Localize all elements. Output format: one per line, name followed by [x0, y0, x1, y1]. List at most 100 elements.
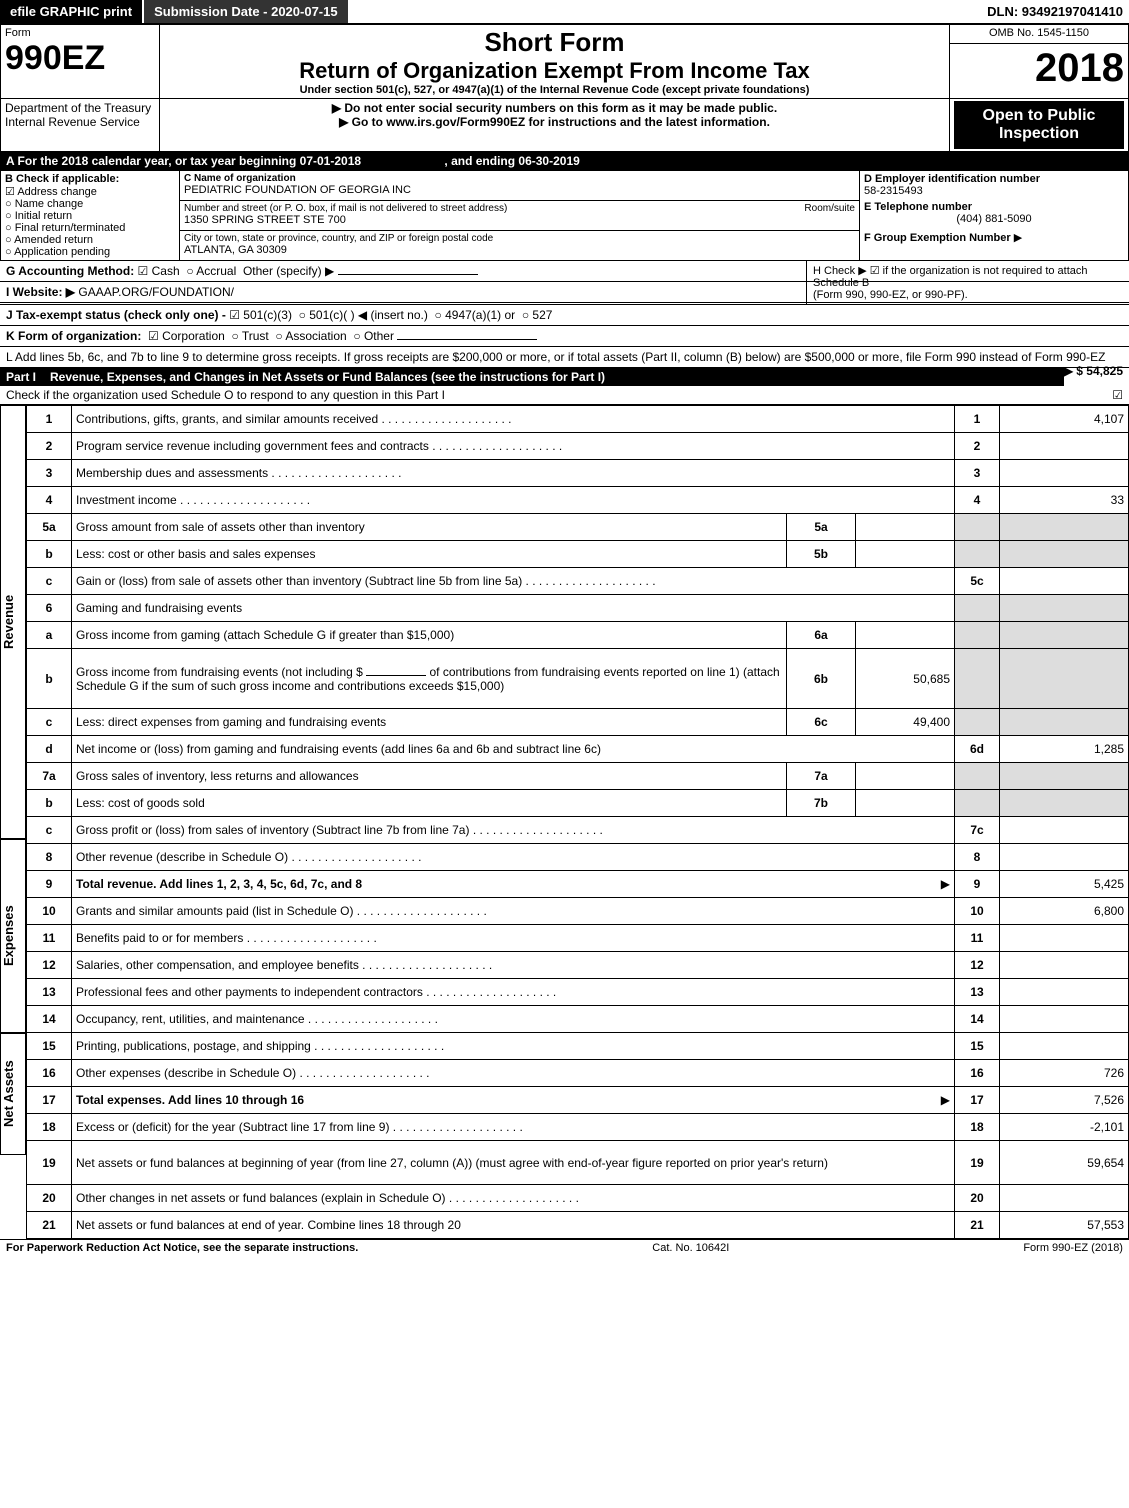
pra-notice: For Paperwork Reduction Act Notice, see …	[6, 1242, 358, 1254]
phone-label: E Telephone number	[864, 201, 1124, 213]
website-link[interactable]: GAAAP.ORG/FOUNDATION/	[78, 285, 234, 299]
amt-6c: 49,400	[856, 709, 955, 736]
line-5c: cGain or (loss) from sale of assets othe…	[27, 568, 1129, 595]
other-specify: Other (specify) ▶	[243, 264, 334, 278]
form-version: Form 990-EZ (2018)	[1023, 1242, 1123, 1254]
chk-accrual[interactable]: Accrual	[186, 264, 236, 278]
group-exemption-label: F Group Exemption Number	[864, 232, 1011, 244]
box-h: H Check ▶ ☑ if the organization is not r…	[806, 261, 1129, 304]
line-17: 17Total expenses. Add lines 10 through 1…	[27, 1087, 1129, 1114]
box-b: B Check if applicable: Address change Na…	[1, 171, 180, 261]
line-5a: 5aGross amount from sale of assets other…	[27, 514, 1129, 541]
line-2: 2Program service revenue including gover…	[27, 433, 1129, 460]
side-net-assets: Net Assets	[0, 1033, 26, 1155]
no-ssn-note: ▶ Do not enter social security numbers o…	[164, 101, 945, 115]
chk-final-return[interactable]: Final return/terminated	[5, 222, 175, 234]
under-section: Under section 501(c), 527, or 4947(a)(1)…	[164, 84, 945, 96]
cat-number: Cat. No. 10642I	[652, 1242, 729, 1254]
form-header: Form 990EZ Short Form Return of Organiza…	[0, 24, 1129, 152]
open-public-badge: Open to Public Inspection	[954, 101, 1124, 149]
line-21: 21Net assets or fund balances at end of …	[27, 1212, 1129, 1239]
dept-treasury: Department of the Treasury	[5, 101, 155, 115]
line-k: K Form of organization: Corporation Trus…	[0, 326, 1129, 347]
6b-contrib-input[interactable]	[366, 675, 426, 676]
city-label: City or town, state or province, country…	[184, 233, 855, 244]
room-label: Room/suite	[804, 203, 855, 214]
chk-501c[interactable]: 501(c)( )	[299, 308, 355, 322]
goto-link[interactable]: ▶ Go to www.irs.gov/Form990EZ for instru…	[164, 115, 945, 129]
chk-trust[interactable]: Trust	[231, 329, 268, 343]
line-19: 19Net assets or fund balances at beginni…	[27, 1141, 1129, 1185]
part-i-check-o: Check if the organization used Schedule …	[0, 386, 1129, 405]
line-10: 10Grants and similar amounts paid (list …	[27, 898, 1129, 925]
line-6d: dNet income or (loss) from gaming and fu…	[27, 736, 1129, 763]
amt-21: 57,553	[1000, 1212, 1129, 1239]
amt-6b: 50,685	[856, 649, 955, 709]
line-6a: aGross income from gaming (attach Schedu…	[27, 622, 1129, 649]
amt-2	[1000, 433, 1129, 460]
line-9: 9Total revenue. Add lines 1, 2, 3, 4, 5c…	[27, 871, 1129, 898]
omb-number: OMB No. 1545-1150	[954, 27, 1124, 39]
amt-9: 5,425	[1000, 871, 1129, 898]
amt-4: 33	[1000, 487, 1129, 514]
line-13: 13Professional fees and other payments t…	[27, 979, 1129, 1006]
other-specify-input[interactable]	[338, 274, 478, 275]
tax-year: 2018	[954, 46, 1124, 91]
amt-3	[1000, 460, 1129, 487]
amt-16: 726	[1000, 1060, 1129, 1087]
line-8: 8Other revenue (describe in Schedule O)8	[27, 844, 1129, 871]
line-7c: cGross profit or (loss) from sales of in…	[27, 817, 1129, 844]
line-14: 14Occupancy, rent, utilities, and mainte…	[27, 1006, 1129, 1033]
dept-irs: Internal Revenue Service	[5, 115, 155, 129]
top-bar: efile GRAPHIC print Submission Date - 20…	[0, 0, 1129, 24]
line-7b: bLess: cost of goods sold7b	[27, 790, 1129, 817]
chk-name-change[interactable]: Name change	[5, 198, 175, 210]
line-11: 11Benefits paid to or for members11	[27, 925, 1129, 952]
form-word: Form	[5, 27, 155, 39]
chk-initial-return[interactable]: Initial return	[5, 210, 175, 222]
form-number: 990EZ	[5, 39, 155, 78]
line-6b: bGross income from fundraising events (n…	[27, 649, 1129, 709]
return-title: Return of Organization Exempt From Incom…	[164, 58, 945, 84]
chk-other-org[interactable]: Other	[353, 329, 394, 343]
side-expenses: Expenses	[0, 839, 26, 1033]
short-form-title: Short Form	[164, 27, 945, 58]
org-info-table: B Check if applicable: Address change Na…	[0, 170, 1129, 261]
page-footer: For Paperwork Reduction Act Notice, see …	[0, 1239, 1129, 1256]
line-3: 3Membership dues and assessments3	[27, 460, 1129, 487]
chk-4947[interactable]: 4947(a)(1) or	[435, 308, 516, 322]
lines-table: 1Contributions, gifts, grants, and simil…	[26, 405, 1129, 1239]
chk-527[interactable]: 527	[522, 308, 553, 322]
gross-receipts-amount: ▶ $ 54,825	[1064, 364, 1123, 378]
ein-value: 58-2315493	[864, 185, 1124, 197]
org-name: PEDIATRIC FOUNDATION OF GEORGIA INC	[184, 184, 855, 196]
org-address: 1350 SPRING STREET STE 700	[184, 214, 855, 226]
line-4: 4Investment income433	[27, 487, 1129, 514]
line-7a: 7aGross sales of inventory, less returns…	[27, 763, 1129, 790]
line-l: L Add lines 5b, 6c, and 7b to line 9 to …	[0, 347, 1129, 368]
addr-label: Number and street (or P. O. box, if mail…	[184, 203, 507, 214]
line-5b: bLess: cost or other basis and sales exp…	[27, 541, 1129, 568]
chk-app-pending[interactable]: Application pending	[5, 246, 175, 258]
amt-10: 6,800	[1000, 898, 1129, 925]
schedule-o-checkbox[interactable]: ☑	[1112, 388, 1123, 402]
chk-amended-return[interactable]: Amended return	[5, 234, 175, 246]
line-16: 16Other expenses (describe in Schedule O…	[27, 1060, 1129, 1087]
arrow-icon: ▶	[1014, 232, 1022, 244]
amt-18: -2,101	[1000, 1114, 1129, 1141]
line-18: 18Excess or (deficit) for the year (Subt…	[27, 1114, 1129, 1141]
submission-date-button[interactable]: Submission Date - 2020-07-15	[144, 0, 348, 23]
other-org-input[interactable]	[397, 339, 537, 340]
amt-17: 7,526	[1000, 1087, 1129, 1114]
line-15: 15Printing, publications, postage, and s…	[27, 1033, 1129, 1060]
amt-1: 4,107	[1000, 406, 1129, 433]
chk-cash[interactable]: Cash	[138, 264, 180, 278]
chk-corporation[interactable]: Corporation	[148, 329, 225, 343]
efile-print-button[interactable]: efile GRAPHIC print	[0, 0, 142, 23]
amt-6d: 1,285	[1000, 736, 1129, 763]
chk-association[interactable]: Association	[275, 329, 346, 343]
chk-501c3[interactable]: 501(c)(3)	[229, 308, 292, 322]
phone-value: (404) 881-5090	[864, 213, 1124, 225]
line-j: J Tax-exempt status (check only one) - 5…	[0, 305, 1129, 326]
chk-address-change[interactable]: Address change	[5, 185, 175, 198]
